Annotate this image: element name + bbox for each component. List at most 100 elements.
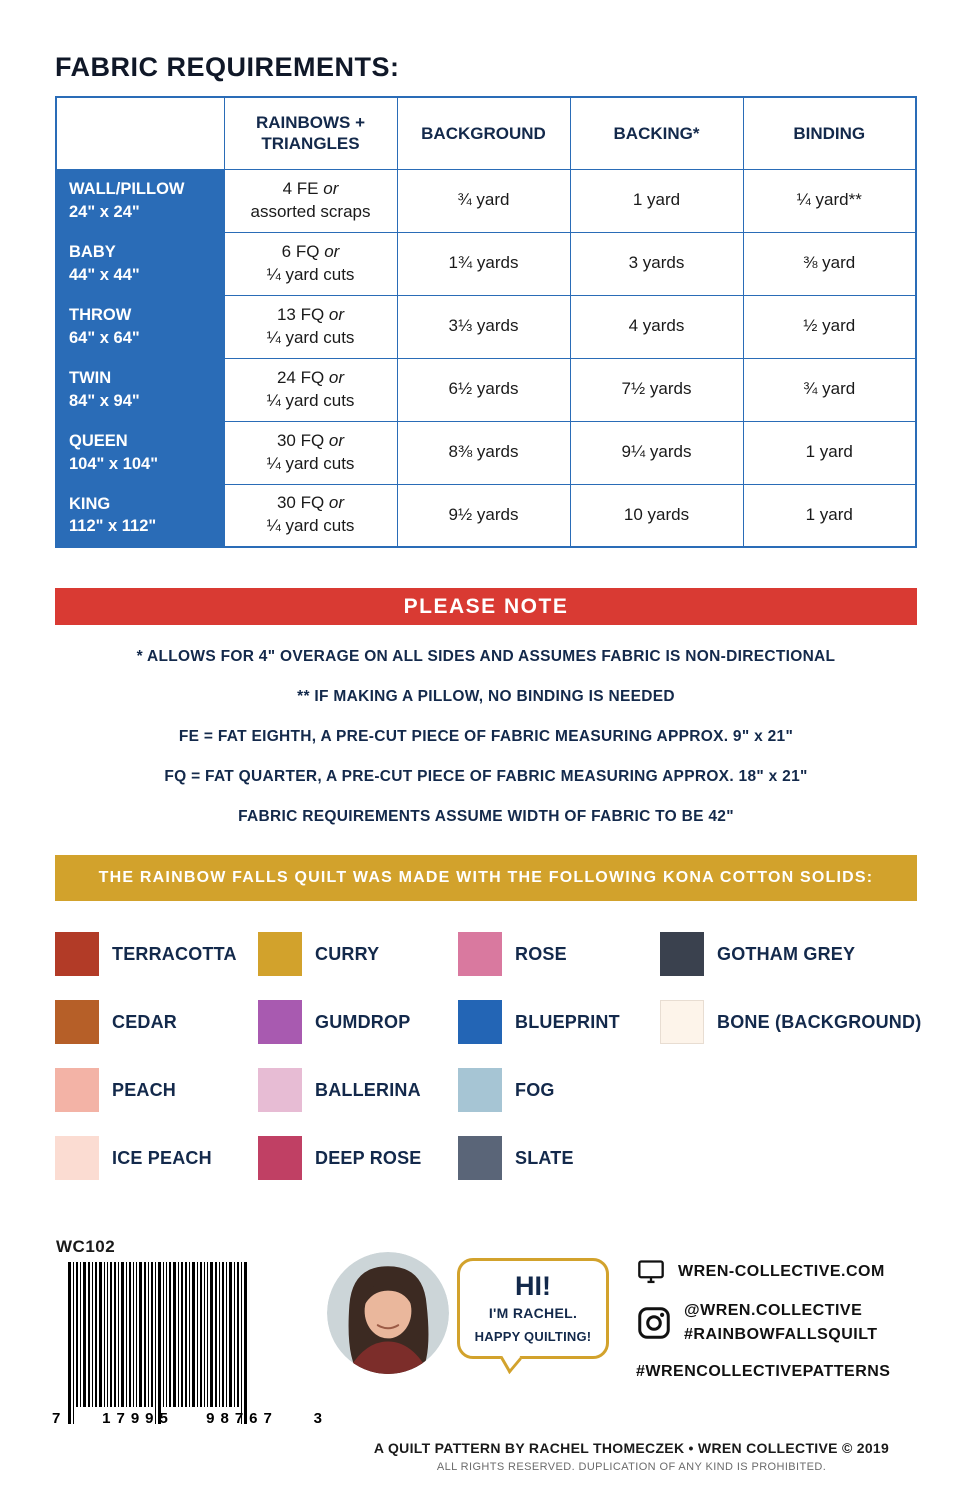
table-cell: ¾ yard <box>742 357 917 422</box>
please-note-banner: PLEASE NOTE <box>55 588 917 625</box>
barcode-bar <box>222 1262 224 1407</box>
barcode-bar <box>104 1262 105 1407</box>
barcode-bar <box>163 1262 164 1407</box>
barcode-bar <box>166 1262 167 1407</box>
swatch-item-ice-peach: ICE PEACH <box>55 1136 258 1180</box>
table-cell: 9¼ yards <box>569 420 744 485</box>
barcode-bar <box>139 1262 142 1407</box>
instagram-icon <box>638 1307 670 1339</box>
color-swatch <box>660 932 704 976</box>
table-cell: 1 yard <box>742 483 917 548</box>
swatch-label: FOG <box>515 1079 555 1100</box>
barcode-bar <box>99 1262 102 1407</box>
swatch-item-gumdrop: GUMDROP <box>258 1000 458 1044</box>
pattern-sku: WC102 <box>56 1237 116 1256</box>
color-swatch-grid: TERRACOTTA CURRY ROSE GOTHAM GREY CEDAR GUMDR… <box>55 932 923 1180</box>
bubble-greeting: HI! <box>515 1271 551 1301</box>
swatch-label: PEACH <box>112 1079 177 1100</box>
table-row: KING 112" x 112" 30 FQ or ¼ yard cuts 9½ yar… <box>55 483 917 548</box>
table-head-row: RAINBOWS + TRIANGLES BACKGROUND BACKING*… <box>55 96 917 170</box>
instagram-handles: @WREN.COLLECTIVE #RAINBOWFALLSQUILT <box>684 1299 878 1347</box>
color-swatch <box>55 932 99 976</box>
instagram-handle: @WREN.COLLECTIVE <box>684 1302 863 1319</box>
rachel-photo-illustration <box>327 1252 449 1374</box>
color-swatch <box>458 1068 502 1112</box>
column-header-backing: BACKING* <box>569 96 744 170</box>
color-swatch <box>660 1000 704 1044</box>
size-row-header: THROW 64" x 64" <box>55 294 225 359</box>
color-swatch <box>258 932 302 976</box>
table-cell: 9½ yards <box>396 483 571 548</box>
barcode-bar <box>76 1262 78 1407</box>
color-swatch <box>55 1000 99 1044</box>
instagram-hashtag: #RAINBOWFALLSQUILT <box>684 1326 878 1343</box>
swatch-item-bone-background: BONE (BACKGROUND) <box>660 1000 923 1044</box>
barcode: 7 17995 98767 3 <box>52 1262 322 1434</box>
page-title: FABRIC REQUIREMENTS: <box>55 52 400 82</box>
note-line: * ALLOWS FOR 4" OVERAGE ON ALL SIDES AND… <box>136 648 836 665</box>
barcode-bar <box>192 1262 195 1407</box>
barcode-bar <box>144 1262 146 1407</box>
swatch-item-blueprint: BLUEPRINT <box>458 1000 660 1044</box>
barcode-bar <box>185 1262 187 1407</box>
table-cell: ¾ yard <box>396 168 571 233</box>
barcode-bar <box>95 1262 97 1407</box>
barcode-bar <box>173 1262 176 1407</box>
patterns-hashtag: #WRENCOLLECTIVEPATTERNS <box>636 1363 891 1380</box>
swatch-label: BONE (BACKGROUND) <box>717 1011 922 1032</box>
barcode-bar <box>151 1262 153 1407</box>
website-url: WREN-COLLECTIVE.COM <box>678 1263 885 1280</box>
instagram-row: @WREN.COLLECTIVE #RAINBOWFALLSQUILT <box>636 1299 924 1347</box>
size-row-header: WALL/PILLOW 24" x 24" <box>55 168 225 233</box>
barcode-bar <box>68 1262 71 1424</box>
table-cell: 6½ yards <box>396 357 571 422</box>
table-cell: 4 FE or assorted scraps <box>223 168 398 233</box>
table-cell: ½ yard <box>742 294 917 359</box>
color-swatch <box>55 1136 99 1180</box>
size-row-header: KING 112" x 112" <box>55 483 225 548</box>
rights-line: ALL RIGHTS RESERVED. DUPLICATION OF ANY … <box>436 1461 827 1473</box>
swatch-item-cedar: CEDAR <box>55 1000 258 1044</box>
table-cell: 8⅜ yards <box>396 420 571 485</box>
note-line: FABRIC REQUIREMENTS ASSUME WIDTH OF FABR… <box>238 808 734 825</box>
barcode-bar <box>114 1262 116 1407</box>
table-cell: 30 FQ or ¼ yard cuts <box>223 483 398 548</box>
bubble-name: I'M RACHEL. <box>488 1305 578 1321</box>
table-cell: 13 FQ or ¼ yard cuts <box>223 294 398 359</box>
barcode-bar <box>133 1262 134 1407</box>
barcode-bar <box>83 1262 86 1407</box>
barcode-bar <box>189 1262 190 1407</box>
barcode-bar <box>110 1262 112 1407</box>
column-header-binding: BINDING <box>742 96 917 170</box>
swatch-item-curry: CURRY <box>258 932 458 976</box>
contact-block: WREN-COLLECTIVE.COM @WREN.COLLECTIVE #RA… <box>636 1258 924 1397</box>
barcode-bar <box>155 1262 156 1424</box>
barcode-bar <box>226 1262 227 1407</box>
size-row-header: TWIN 84" x 94" <box>55 357 225 422</box>
barcode-bar <box>169 1262 171 1407</box>
swatch-item-rose: ROSE <box>458 932 660 976</box>
swatch-item-slate: SLATE <box>458 1136 660 1180</box>
swatch-item-deep-rose: DEEP ROSE <box>258 1136 458 1180</box>
swatch-label: GUMDROP <box>315 1011 411 1032</box>
table-cell: 1 yard <box>742 420 917 485</box>
barcode-bar <box>107 1262 108 1407</box>
note-line: FQ = FAT QUARTER, A PRE-CUT PIECE OF FAB… <box>164 768 808 785</box>
table-cell: 1 yard <box>569 168 744 233</box>
barcode-bars <box>68 1262 308 1424</box>
table-cell: 4 yards <box>569 294 744 359</box>
monitor-icon <box>638 1260 664 1284</box>
swatch-label: DEEP ROSE <box>315 1147 422 1168</box>
barcode-bar <box>229 1262 232 1407</box>
speech-bubble-tail <box>500 1343 522 1375</box>
credit-block: A QUILT PATTERN BY RACHEL THOMECZEK • WR… <box>340 1440 923 1473</box>
barcode-bar <box>129 1262 131 1407</box>
empty-cell <box>660 1068 923 1112</box>
swatch-label: GOTHAM GREY <box>717 943 856 964</box>
table-cell: ⅜ yard <box>742 231 917 296</box>
table-cell: 6 FQ or ¼ yard cuts <box>223 231 398 296</box>
barcode-bar <box>215 1262 217 1407</box>
barcode-bar <box>148 1262 149 1407</box>
table-cell: 30 FQ or ¼ yard cuts <box>223 420 398 485</box>
barcode-bar <box>118 1262 119 1407</box>
